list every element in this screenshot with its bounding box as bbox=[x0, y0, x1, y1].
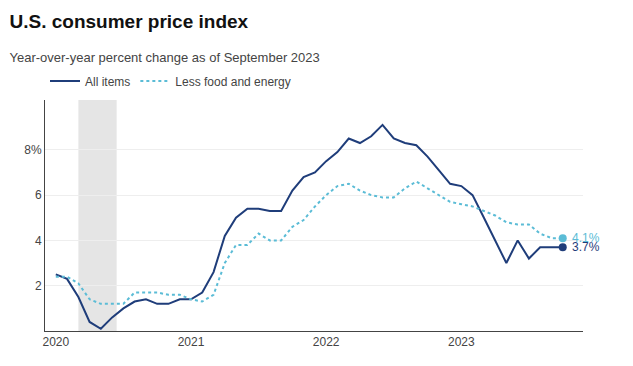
svg-text:U.S. consumer price index: U.S. consumer price index bbox=[9, 11, 248, 32]
svg-text:Year-over-year percent change: Year-over-year percent change as of Sept… bbox=[9, 50, 319, 65]
svg-text:2022: 2022 bbox=[313, 335, 340, 349]
svg-text:4.1%: 4.1% bbox=[572, 231, 600, 245]
svg-text:Less food and energy: Less food and energy bbox=[175, 75, 290, 89]
svg-text:2020: 2020 bbox=[42, 335, 69, 349]
svg-text:2021: 2021 bbox=[178, 335, 205, 349]
svg-text:All items: All items bbox=[85, 75, 130, 89]
svg-text:2: 2 bbox=[35, 279, 42, 293]
svg-text:2023: 2023 bbox=[448, 335, 475, 349]
svg-text:8%: 8% bbox=[24, 143, 42, 157]
svg-text:3.7%: 3.7% bbox=[572, 240, 600, 254]
svg-text:4: 4 bbox=[35, 234, 42, 248]
svg-text:6: 6 bbox=[35, 188, 42, 202]
